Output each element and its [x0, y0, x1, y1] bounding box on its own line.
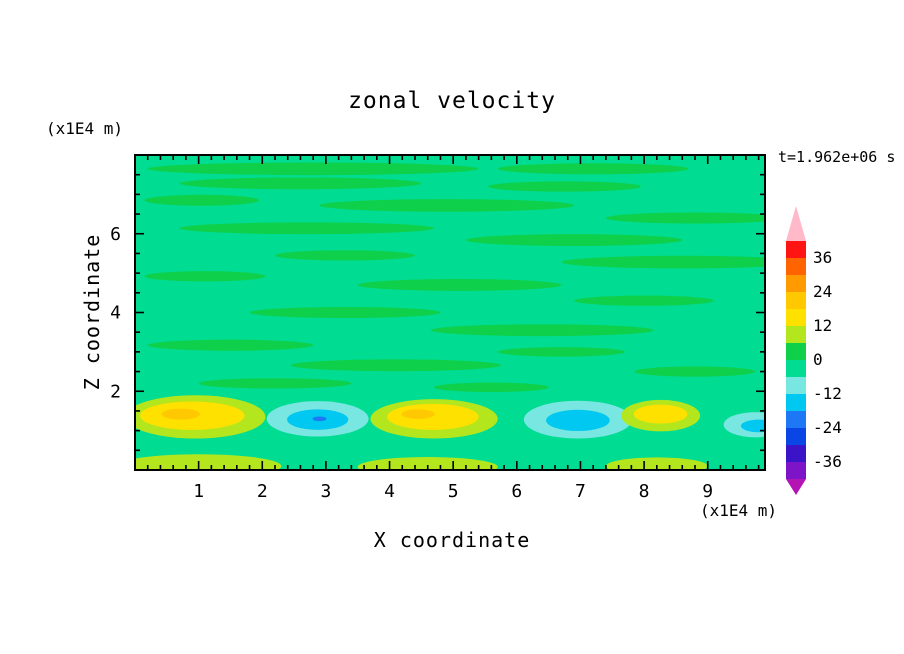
- colorbar-tick-label: -36: [813, 452, 842, 471]
- field-streak: [198, 378, 352, 389]
- contour-field: [135, 155, 765, 470]
- x-tick-label: 4: [384, 481, 395, 502]
- colorbar-band: [786, 411, 806, 428]
- field-streak: [319, 199, 575, 212]
- field-contour-patch: [740, 419, 765, 433]
- colorbar-tick-label: 0: [813, 350, 823, 369]
- x-tick-label: 3: [320, 481, 331, 502]
- x-tick-label: 9: [702, 481, 713, 502]
- y-tick-label: 4: [110, 303, 121, 324]
- y-axis-title: Z coordinate: [80, 233, 104, 391]
- x-axis-title: X coordinate: [373, 528, 531, 552]
- x-tick-label: 5: [448, 481, 459, 502]
- colorbar-band: [786, 241, 806, 258]
- y-tick-label: 2: [110, 381, 121, 402]
- field-streak: [144, 271, 266, 282]
- field-contour-patch: [387, 403, 479, 430]
- field-streak: [275, 250, 415, 261]
- field-streak: [179, 177, 422, 190]
- colorbar-arrow-top: [786, 206, 806, 241]
- field-contour-patch: [357, 457, 498, 470]
- field-streak: [561, 255, 765, 269]
- colorbar-band: [786, 394, 806, 411]
- field-contour-patch: [401, 409, 435, 419]
- field-streak: [488, 181, 641, 192]
- y-axis-unit-label: (x1E4 m): [46, 119, 124, 138]
- time-annotation: t=1.962e+06 s: [778, 148, 896, 166]
- colorbar-band: [786, 360, 806, 377]
- x-tick-label: 1: [193, 481, 204, 502]
- x-axis-unit-label: (x1E4 m): [699, 501, 777, 520]
- chart-title: zonal velocity: [348, 88, 556, 114]
- field-streak: [179, 222, 435, 235]
- colorbar-band: [786, 428, 806, 445]
- field-streak: [497, 347, 625, 357]
- field-contour-patch: [633, 404, 688, 424]
- x-tick-label: 2: [257, 481, 268, 502]
- field-streak: [574, 295, 715, 306]
- field-contour-patch: [135, 454, 282, 470]
- colorbar-arrow-bottom: [786, 479, 806, 495]
- field-streak: [634, 366, 756, 377]
- colorbar-tick-label: -24: [813, 418, 842, 437]
- field-streak: [605, 212, 765, 224]
- colorbar-band: [786, 258, 806, 275]
- colorbar-band: [786, 309, 806, 326]
- colorbar-tick-label: 36: [813, 248, 832, 267]
- field-streak: [147, 162, 479, 176]
- field-streak: [434, 382, 549, 393]
- colorbar-band: [786, 377, 806, 394]
- colorbar-band: [786, 343, 806, 360]
- colorbar-band: [786, 462, 806, 479]
- colorbar-tick-label: -12: [813, 384, 842, 403]
- field-contour-patch: [546, 409, 610, 432]
- field-streak: [144, 194, 260, 206]
- field-streak: [430, 324, 654, 337]
- colorbar-band: [786, 445, 806, 462]
- plot-frame: [134, 154, 766, 471]
- colorbar: 36 24 12 0 -12 -24 -36: [786, 206, 842, 495]
- colorbar-band: [786, 275, 806, 292]
- colorbar-band: [786, 292, 806, 309]
- x-tick-label: 7: [575, 481, 586, 502]
- field-streak: [497, 163, 689, 175]
- x-tick-label: 8: [639, 481, 650, 502]
- colorbar-band: [786, 326, 806, 343]
- y-tick-label: 6: [110, 224, 121, 245]
- field-contour-patch: [312, 416, 327, 422]
- field-streak: [465, 234, 683, 246]
- colorbar-tick-label: 12: [813, 316, 832, 335]
- colorbar-tick-label: 24: [813, 282, 832, 301]
- field-streak: [147, 339, 314, 351]
- field-contour-patch: [161, 408, 200, 420]
- field-streak: [290, 359, 501, 372]
- field-streak: [357, 279, 562, 291]
- field-streak: [249, 306, 441, 319]
- x-tick-label: 6: [511, 481, 522, 502]
